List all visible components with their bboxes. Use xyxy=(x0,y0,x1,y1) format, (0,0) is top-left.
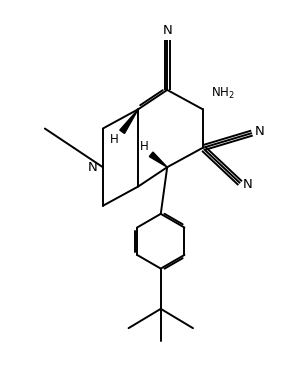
Text: N: N xyxy=(162,25,172,37)
Text: H: H xyxy=(140,140,149,153)
Polygon shape xyxy=(120,109,138,134)
Text: H: H xyxy=(110,134,119,146)
Text: N: N xyxy=(87,161,97,174)
Text: N: N xyxy=(254,125,264,138)
Polygon shape xyxy=(149,152,167,167)
Text: N: N xyxy=(243,178,252,191)
Text: NH$_2$: NH$_2$ xyxy=(211,86,234,101)
